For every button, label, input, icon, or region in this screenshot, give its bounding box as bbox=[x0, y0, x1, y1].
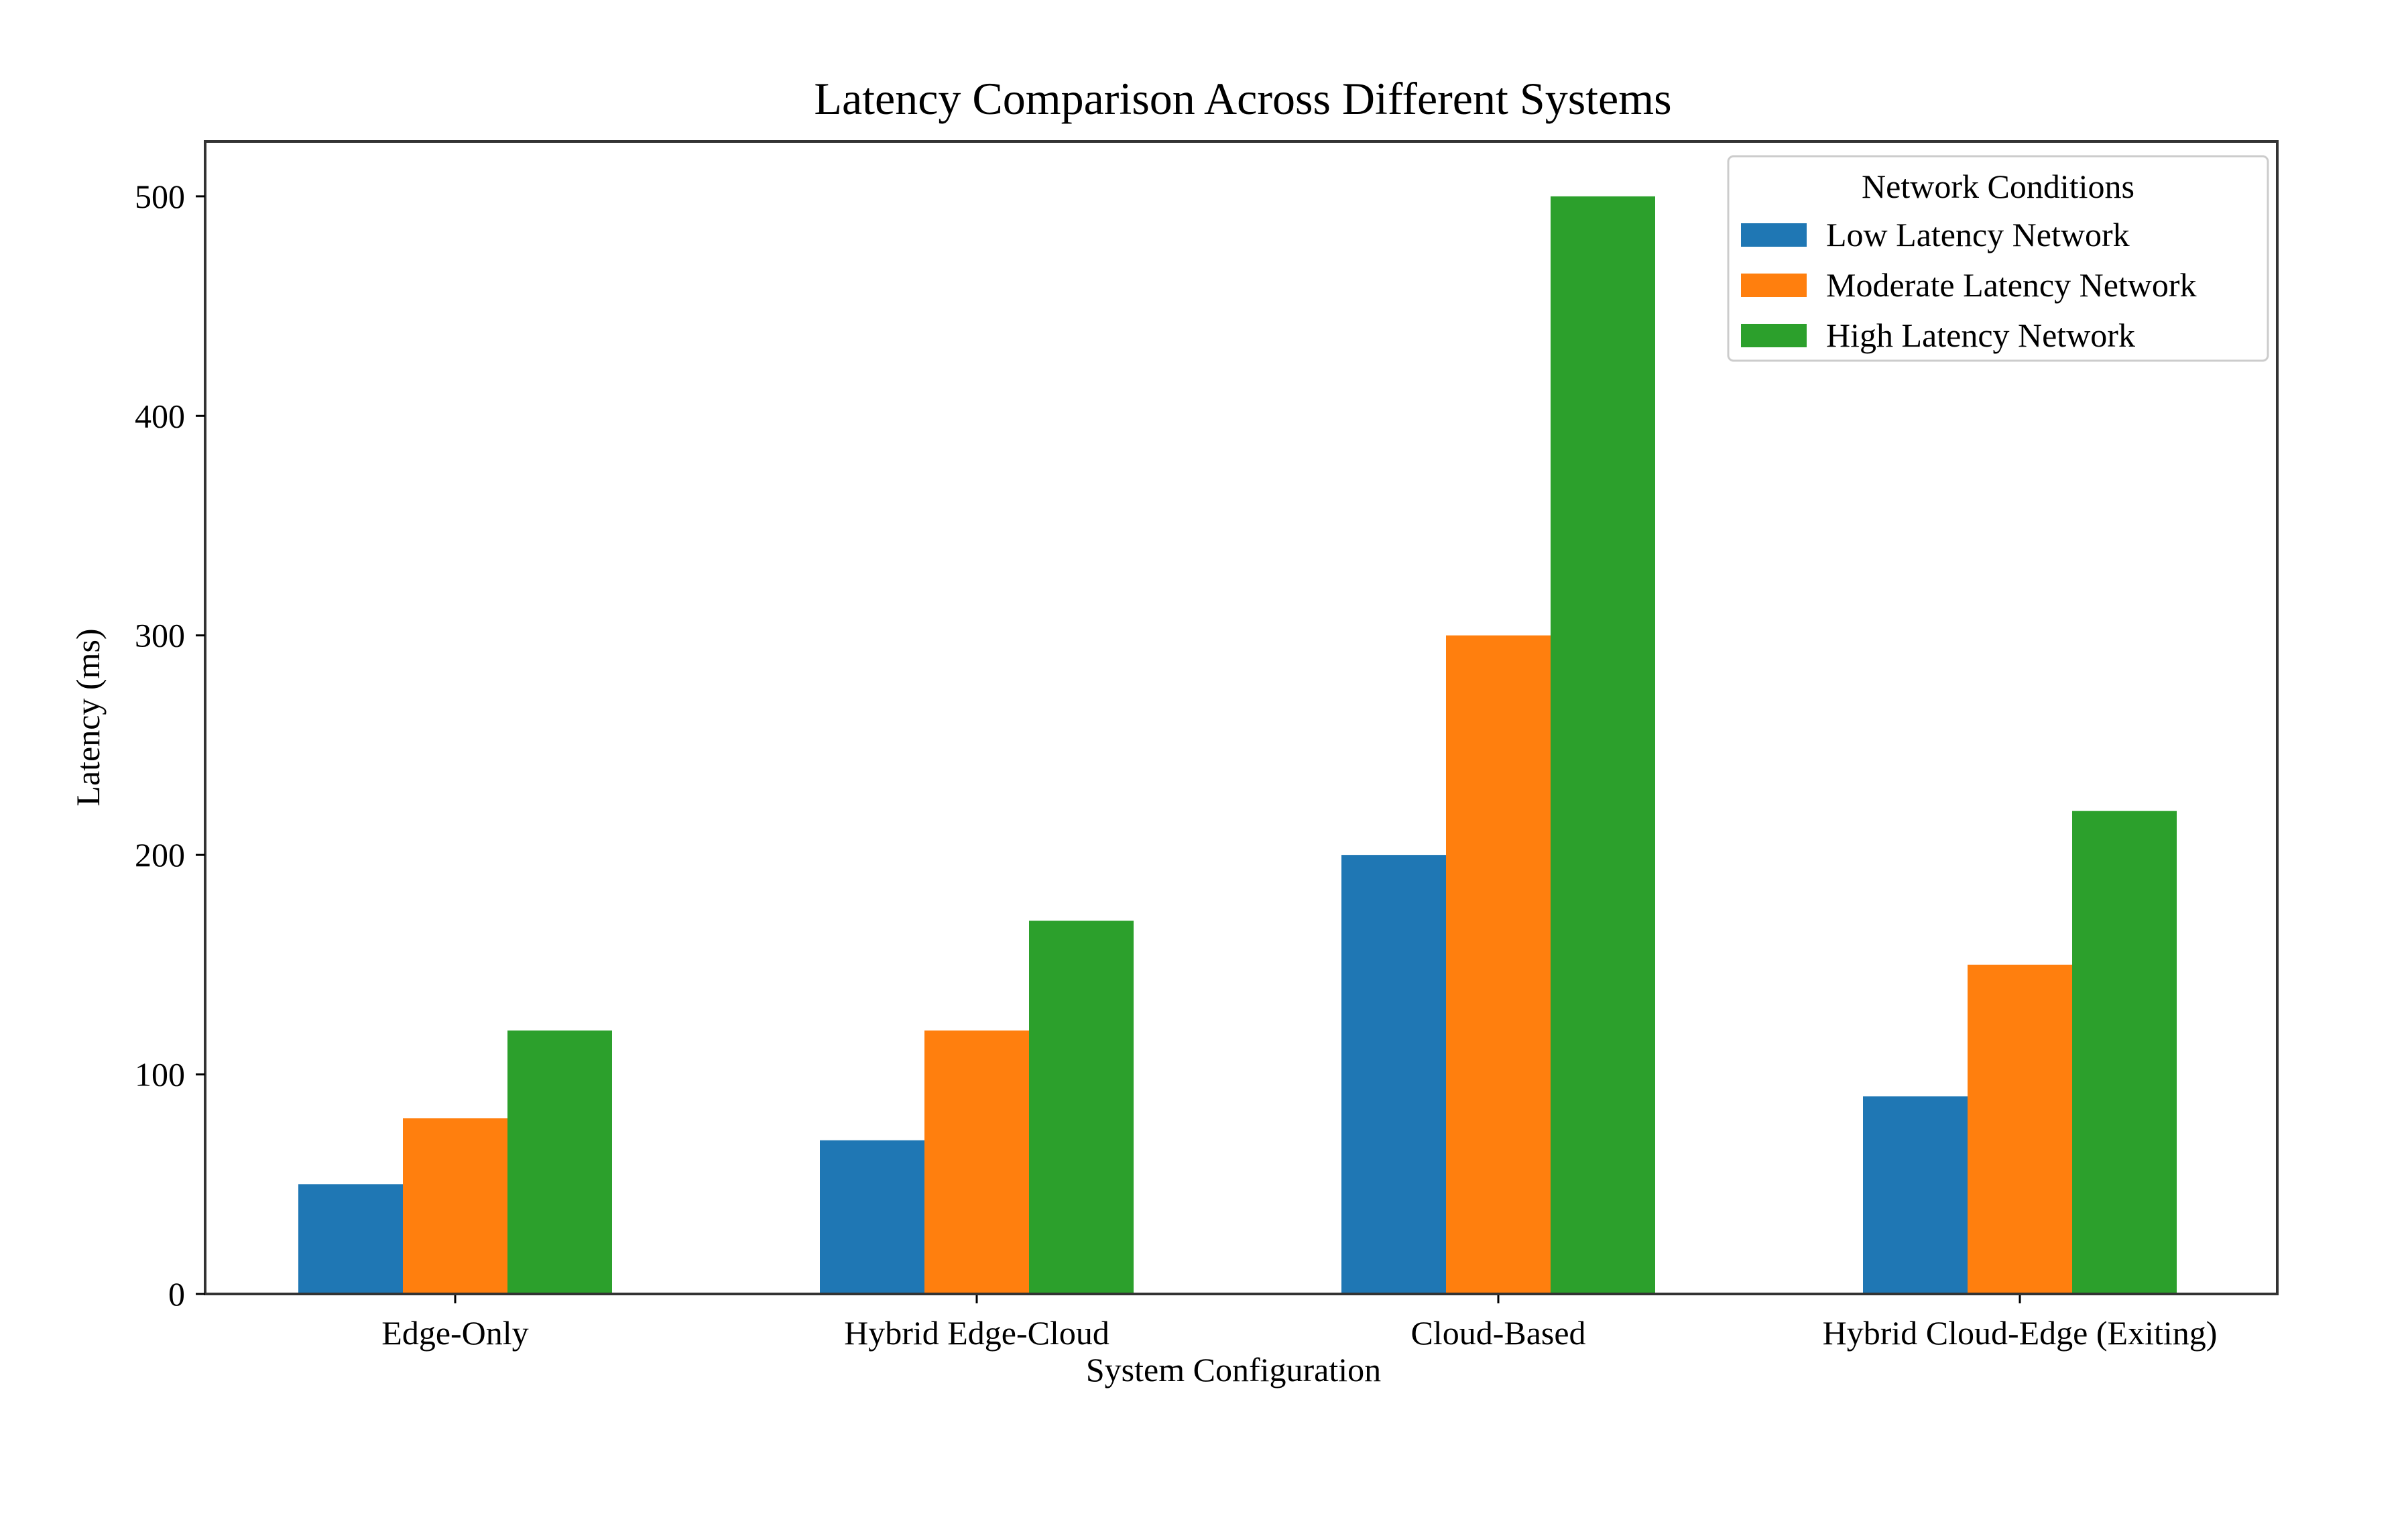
bars-layer bbox=[298, 196, 2177, 1294]
x-tick-label: Hybrid Cloud-Edge (Exiting) bbox=[1823, 1314, 2218, 1352]
legend-swatch bbox=[1741, 324, 1807, 347]
y-tick-label: 500 bbox=[135, 178, 185, 215]
y-axis-label: Latency (ms) bbox=[69, 628, 107, 806]
legend-label: Moderate Latency Network bbox=[1826, 266, 2197, 304]
bar bbox=[1968, 964, 2072, 1294]
plot-frame bbox=[204, 140, 2279, 1295]
bar bbox=[1863, 1096, 1968, 1294]
bar bbox=[1446, 635, 1551, 1294]
bar bbox=[1551, 196, 1655, 1294]
legend-swatch bbox=[1741, 274, 1807, 297]
x-tick-label: Hybrid Edge-Cloud bbox=[844, 1314, 1109, 1352]
bar bbox=[403, 1118, 507, 1294]
legend-box bbox=[1727, 155, 2269, 362]
y-tick-label: 200 bbox=[135, 836, 185, 874]
y-tick-label: 400 bbox=[135, 397, 185, 434]
bar bbox=[507, 1030, 612, 1294]
legend: Network Conditions Low Latency Network Mod… bbox=[1727, 155, 2269, 362]
bar bbox=[1341, 855, 1446, 1294]
axes-layer: Edge-Only Hybrid Edge-Cloud Cloud-Based Hyb… bbox=[135, 140, 2279, 1352]
x-tick-label: Edge-Only bbox=[381, 1314, 528, 1352]
legend-label: Low Latency Network bbox=[1826, 216, 2130, 253]
x-tick-label: Cloud-Based bbox=[1410, 1314, 1585, 1352]
chart-title: Latency Comparison Across Different Syst… bbox=[814, 73, 1671, 124]
bar bbox=[298, 1184, 403, 1294]
y-tick-label: 0 bbox=[168, 1275, 185, 1313]
x-axis-label: System Configuration bbox=[1086, 1351, 1381, 1388]
y-tick-label: 300 bbox=[135, 617, 185, 654]
bar bbox=[820, 1140, 924, 1294]
bar bbox=[1029, 921, 1134, 1294]
bar bbox=[2072, 811, 2177, 1294]
y-tick-label: 100 bbox=[135, 1056, 185, 1093]
bar bbox=[924, 1030, 1029, 1294]
legend-label: High Latency Network bbox=[1826, 316, 2135, 354]
legend-title: Network Conditions bbox=[1862, 168, 2134, 205]
legend-swatch bbox=[1741, 223, 1807, 247]
